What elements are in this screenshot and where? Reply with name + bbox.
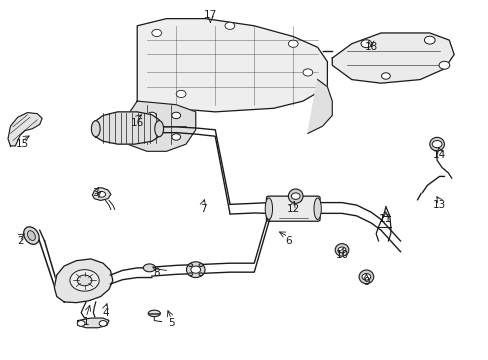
Circle shape bbox=[188, 273, 192, 276]
Circle shape bbox=[199, 273, 203, 276]
Circle shape bbox=[337, 247, 345, 253]
Text: 10: 10 bbox=[335, 250, 348, 260]
Circle shape bbox=[98, 192, 105, 197]
Text: 13: 13 bbox=[432, 200, 445, 210]
Text: 14: 14 bbox=[432, 150, 445, 160]
Ellipse shape bbox=[264, 198, 272, 220]
Circle shape bbox=[171, 134, 180, 140]
Circle shape bbox=[171, 112, 180, 119]
Ellipse shape bbox=[288, 189, 303, 203]
Text: 6: 6 bbox=[285, 236, 291, 246]
Circle shape bbox=[431, 140, 441, 148]
Circle shape bbox=[152, 30, 161, 37]
Polygon shape bbox=[96, 112, 159, 144]
Text: 5: 5 bbox=[168, 319, 174, 328]
Text: 17: 17 bbox=[203, 10, 217, 20]
Circle shape bbox=[147, 112, 156, 119]
Text: 4: 4 bbox=[102, 308, 109, 318]
Circle shape bbox=[361, 274, 370, 280]
Ellipse shape bbox=[429, 137, 444, 151]
Circle shape bbox=[381, 73, 389, 79]
Ellipse shape bbox=[155, 121, 163, 137]
Text: 3: 3 bbox=[92, 188, 99, 198]
Text: 9: 9 bbox=[363, 277, 369, 287]
Ellipse shape bbox=[358, 270, 373, 284]
Ellipse shape bbox=[313, 198, 321, 220]
Text: 8: 8 bbox=[153, 268, 160, 278]
Circle shape bbox=[438, 61, 449, 69]
Text: 11: 11 bbox=[379, 215, 392, 224]
Polygon shape bbox=[78, 318, 109, 328]
Circle shape bbox=[291, 193, 300, 199]
Polygon shape bbox=[118, 101, 195, 151]
Circle shape bbox=[147, 134, 156, 140]
Ellipse shape bbox=[334, 244, 348, 256]
Polygon shape bbox=[92, 188, 111, 201]
Circle shape bbox=[77, 275, 92, 286]
Circle shape bbox=[77, 320, 85, 326]
Text: 16: 16 bbox=[130, 118, 143, 128]
Polygon shape bbox=[331, 33, 453, 83]
Circle shape bbox=[190, 266, 200, 273]
Circle shape bbox=[70, 270, 99, 291]
Ellipse shape bbox=[186, 262, 204, 278]
FancyBboxPatch shape bbox=[266, 196, 320, 221]
Circle shape bbox=[424, 36, 434, 44]
Circle shape bbox=[176, 90, 185, 98]
Text: 7: 7 bbox=[199, 204, 206, 214]
Text: 12: 12 bbox=[286, 204, 299, 214]
Ellipse shape bbox=[91, 121, 100, 137]
Circle shape bbox=[303, 69, 312, 76]
Polygon shape bbox=[8, 113, 42, 146]
Circle shape bbox=[199, 264, 203, 266]
Text: 1: 1 bbox=[82, 317, 89, 327]
Text: 2: 2 bbox=[17, 236, 23, 246]
Ellipse shape bbox=[23, 227, 39, 244]
Ellipse shape bbox=[143, 264, 155, 272]
Text: 18: 18 bbox=[364, 42, 377, 52]
Polygon shape bbox=[307, 80, 331, 134]
Circle shape bbox=[360, 40, 371, 48]
Circle shape bbox=[288, 40, 298, 47]
Ellipse shape bbox=[148, 310, 160, 317]
Polygon shape bbox=[137, 19, 327, 112]
Circle shape bbox=[99, 320, 107, 326]
Polygon shape bbox=[54, 259, 113, 303]
Circle shape bbox=[188, 264, 192, 266]
Circle shape bbox=[224, 22, 234, 30]
Text: 15: 15 bbox=[16, 139, 29, 149]
Ellipse shape bbox=[27, 231, 35, 240]
